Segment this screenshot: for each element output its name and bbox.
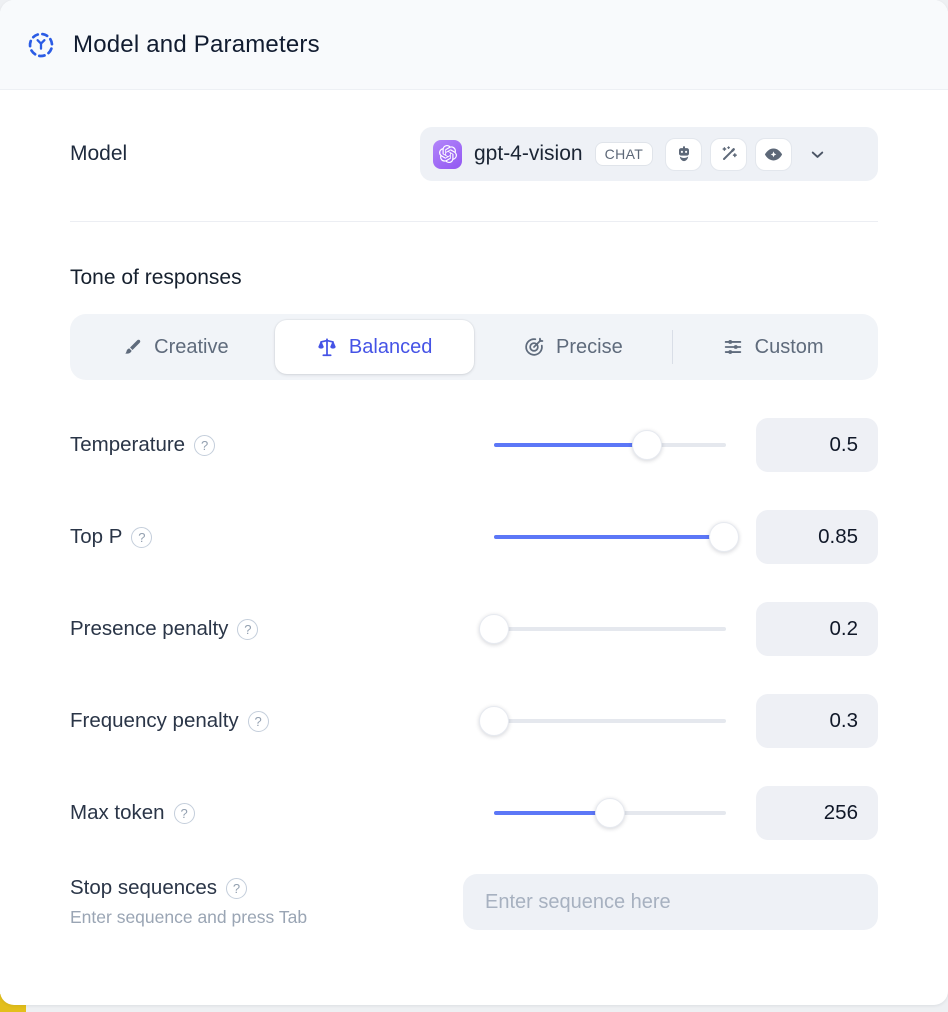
balance-scale-icon — [316, 336, 338, 358]
sliders-icon — [722, 336, 744, 358]
parameter-value-field[interactable]: 256 — [756, 786, 878, 840]
parameter-row-frequency-penalty: Frequency penalty ? 0.3 — [70, 694, 878, 748]
parameter-value-field[interactable]: 0.85 — [756, 510, 878, 564]
help-circle-icon[interactable]: ? — [131, 526, 153, 548]
tone-option-creative[interactable]: Creative — [76, 320, 275, 374]
tone-option-label: Balanced — [348, 335, 433, 358]
magic-wand-icon — [710, 137, 748, 171]
parameter-row-presence-penalty: Presence penalty ? 0.2 — [70, 602, 878, 656]
parameter-slider[interactable] — [494, 798, 726, 828]
parameter-label: Max token — [70, 801, 165, 824]
model-type-badge: CHAT — [594, 142, 654, 166]
tone-option-precise[interactable]: Precise — [474, 320, 673, 374]
help-circle-icon[interactable]: ? — [237, 618, 259, 640]
tone-option-label: Precise — [556, 335, 623, 358]
parameter-slider[interactable] — [494, 430, 726, 460]
tone-section-title: Tone of responses — [70, 266, 242, 289]
parameter-label: Top P — [70, 525, 123, 548]
panel-header: Model and Parameters — [0, 0, 948, 90]
section-divider — [70, 221, 878, 222]
model-row: Model gpt-4-vision CHAT — [70, 127, 878, 181]
slider-thumb[interactable] — [708, 522, 739, 552]
help-circle-icon[interactable]: ? — [194, 434, 216, 456]
parameter-value-field[interactable]: 0.2 — [756, 602, 878, 656]
openai-logo-icon — [433, 139, 462, 169]
slider-thumb[interactable] — [632, 430, 663, 460]
stop-sequences-label: Stop sequences — [70, 876, 218, 899]
slider-thumb[interactable] — [595, 798, 625, 828]
help-circle-icon[interactable]: ? — [247, 710, 269, 732]
model-select[interactable]: gpt-4-vision CHAT — [420, 127, 878, 181]
tone-option-label: Custom — [754, 335, 824, 358]
slider-thumb[interactable] — [479, 614, 509, 644]
tone-option-label: Creative — [154, 335, 229, 358]
slider-fill — [494, 811, 610, 815]
target-arrow-icon — [523, 336, 545, 358]
vision-eye-icon — [755, 137, 793, 171]
slider-track — [494, 719, 726, 723]
tone-option-custom[interactable]: Custom — [673, 320, 872, 374]
page-title: Model and Parameters — [73, 30, 320, 58]
segment-divider — [672, 330, 674, 364]
chevron-down-icon — [808, 145, 827, 164]
parameter-slider[interactable] — [494, 522, 739, 552]
slider-fill — [494, 443, 648, 447]
robot-icon — [665, 137, 703, 171]
slider-track — [494, 627, 726, 631]
stop-sequences-row: Stop sequences ? Enter sequence and pres… — [70, 874, 878, 930]
stop-sequence-input[interactable] — [463, 874, 878, 930]
parameter-slider[interactable] — [479, 614, 726, 644]
parameter-row-temperature: Temperature ? 0.5 — [70, 418, 878, 472]
parameter-value-field[interactable]: 0.5 — [756, 418, 878, 472]
parameter-value-field[interactable]: 0.3 — [756, 694, 878, 748]
model-label: Model — [70, 142, 128, 165]
parameter-row-max-token: Max token ? 256 — [70, 786, 878, 840]
tone-segmented-control: Creative Balanced Precise Custom — [70, 314, 878, 380]
parameter-label: Presence penalty — [70, 617, 229, 640]
slider-fill — [494, 535, 724, 539]
tone-option-balanced[interactable]: Balanced — [274, 320, 474, 374]
help-circle-icon[interactable]: ? — [173, 802, 195, 824]
parameter-label: Frequency penalty — [70, 709, 239, 732]
parameter-row-top-p: Top P ? 0.85 — [70, 510, 878, 564]
panel-body: Model gpt-4-vision CHAT — [0, 90, 948, 1005]
parameter-label: Temperature — [70, 433, 186, 456]
stop-sequences-hint: Enter sequence and press Tab — [70, 907, 308, 927]
help-circle-icon[interactable]: ? — [226, 877, 248, 899]
paintbrush-icon — [122, 337, 143, 358]
slider-thumb[interactable] — [479, 706, 509, 736]
parameter-slider[interactable] — [479, 706, 726, 736]
model-node-icon — [26, 30, 56, 60]
parameter-rows: Temperature ? 0.5 Top P ? 0.85 — [70, 418, 878, 840]
selected-model-name: gpt-4-vision — [474, 142, 583, 165]
